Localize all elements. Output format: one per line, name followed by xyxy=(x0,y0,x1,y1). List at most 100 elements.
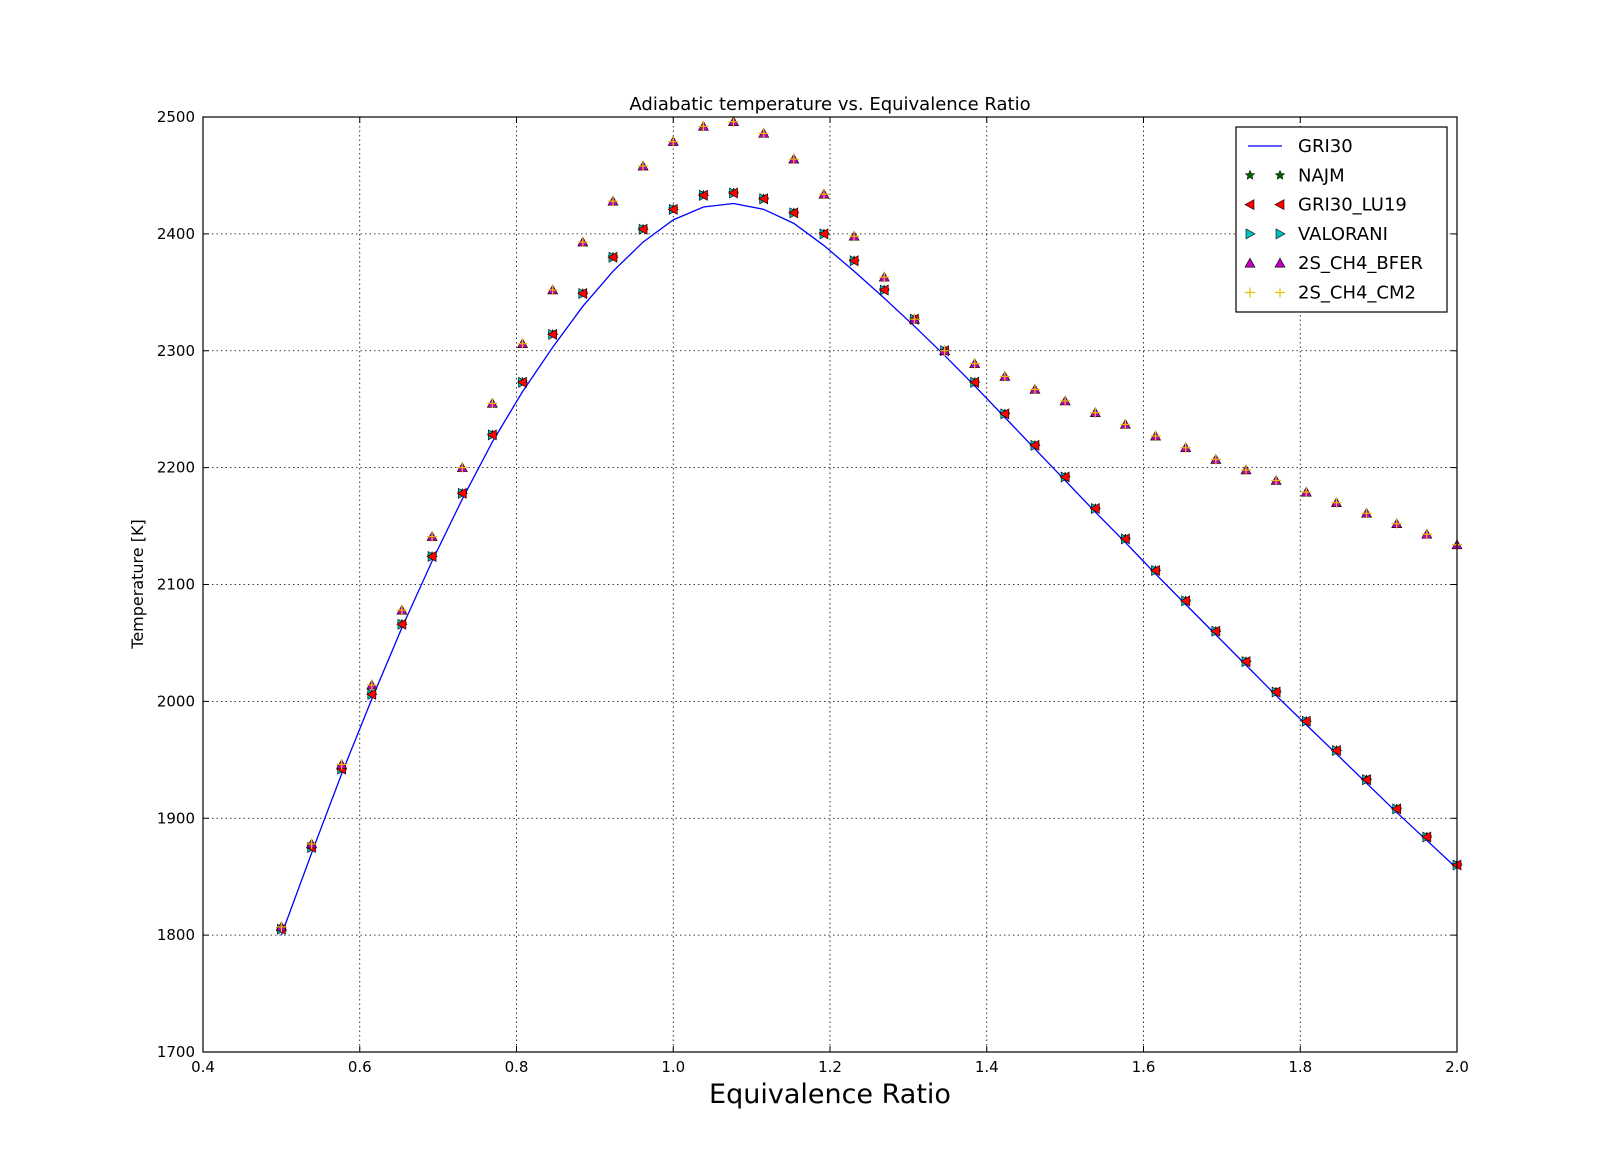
data-point-2s_ch4_cm2 xyxy=(969,358,980,369)
data-point-2s_ch4_cm2 xyxy=(547,284,558,295)
data-point-gri30_lu19 xyxy=(1180,595,1190,607)
y-tick-label: 2400 xyxy=(157,225,195,243)
x-tick-label: 1.2 xyxy=(818,1058,842,1076)
data-point-2s_ch4_cm2 xyxy=(306,838,317,849)
data-point-gri30_lu19 xyxy=(758,193,768,205)
axis-ticks: 0.4 0.6 0.8 1.0 1.2 1.4 1.6 1.8 2.0 1700 1800 1900 2… xyxy=(157,108,1469,1076)
legend-marker-swatch xyxy=(1244,257,1256,268)
data-point-gri30_lu19 xyxy=(1119,533,1130,545)
legend-entry-valorani: VALORANI xyxy=(1245,224,1388,245)
data-point-2s_ch4_cm2 xyxy=(1331,497,1342,508)
y-tick-label: 2200 xyxy=(157,459,195,477)
x-tick-label: 0.8 xyxy=(505,1058,529,1076)
legend-label: NAJM xyxy=(1298,165,1345,186)
data-point-2s_ch4_cm2 xyxy=(1029,384,1040,395)
legend: GRI30 NAJM GRI30_LU19 VALORANI 2S_CH4_BFER 2S… xyxy=(1235,126,1448,313)
data-point-gri30_lu19 xyxy=(878,284,889,296)
x-tick-label: 1.6 xyxy=(1132,1058,1156,1076)
data-point-gri30_lu19 xyxy=(667,203,678,215)
data-point-2s_ch4_cm2 xyxy=(336,759,347,770)
data-point-gri30_lu19 xyxy=(516,376,527,388)
legend-marker-swatch xyxy=(1245,228,1256,240)
data-point-gri30_lu19 xyxy=(969,376,979,388)
legend-box xyxy=(1235,126,1448,313)
data-point-2s_ch4_cm2 xyxy=(1150,431,1161,442)
data-point-2s_ch4_cm2 xyxy=(517,338,528,349)
data-point-gri30_lu19 xyxy=(697,189,708,201)
data-point-gri30_lu19 xyxy=(1330,744,1341,756)
data-point-2s_ch4_cm2 xyxy=(758,128,769,139)
data-point-gri30_lu19 xyxy=(1149,564,1160,576)
data-point-2s_ch4_cm2 xyxy=(396,605,407,616)
legend-marker-swatch xyxy=(1274,257,1286,268)
legend-label: 2S_CH4_CM2 xyxy=(1298,283,1416,304)
data-point-2s_ch4_cm2 xyxy=(728,116,739,127)
data-point-gri30_lu19 xyxy=(1210,625,1221,637)
data-point-2s_ch4_cm2 xyxy=(1361,508,1372,519)
data-point-gri30_lu19 xyxy=(456,487,467,499)
y-tick-label: 2300 xyxy=(157,342,195,360)
data-point-2s_ch4_cm2 xyxy=(427,531,438,542)
data-point-gri30_lu19 xyxy=(366,688,377,700)
y-tick-label: 2100 xyxy=(157,576,195,594)
legend-entry-gri30_lu19: GRI30_LU19 xyxy=(1244,195,1407,216)
chart-title: Adiabatic temperature vs. Equivalence Ra… xyxy=(629,94,1030,115)
x-tick-label: 1.0 xyxy=(661,1058,685,1076)
data-point-2s_ch4_cm2 xyxy=(879,272,890,283)
data-point-gri30_lu19 xyxy=(1029,439,1040,451)
series-2s_ch4_cm2 xyxy=(276,116,1462,932)
x-tick-label: 0.6 xyxy=(348,1058,372,1076)
x-tick-label: 2.0 xyxy=(1445,1058,1469,1076)
x-tick-label: 1.4 xyxy=(975,1058,999,1076)
data-point-gri30_lu19 xyxy=(577,287,588,299)
data-point-2s_ch4_cm2 xyxy=(939,345,950,356)
legend-entry-2s_ch4_cm2: 2S_CH4_CM2 xyxy=(1245,283,1416,304)
data-point-2s_ch4_cm2 xyxy=(366,680,377,691)
data-point-2s_ch4_cm2 xyxy=(849,231,860,242)
data-point-2s_ch4_cm2 xyxy=(577,237,588,248)
data-point-2s_ch4_cm2 xyxy=(487,398,498,409)
data-point-2s_ch4_cm2 xyxy=(1180,442,1191,453)
data-point-gri30_lu19 xyxy=(848,255,859,267)
data-point-2s_ch4_cm2 xyxy=(457,462,468,473)
data-point-2s_ch4_cm2 xyxy=(909,314,920,325)
data-point-gri30_lu19 xyxy=(486,429,497,441)
data-point-gri30_lu19 xyxy=(1089,503,1100,515)
data-point-2s_ch4_cm2 xyxy=(1090,407,1101,418)
data-point-2s_ch4_cm2 xyxy=(607,196,618,207)
data-point-2s_ch4_cm2 xyxy=(638,161,649,172)
data-point-2s_ch4_cm2 xyxy=(1421,529,1432,540)
y-tick-label: 1800 xyxy=(157,926,195,944)
data-point-gri30_lu19 xyxy=(1240,656,1251,668)
data-point-2s_ch4_cm2 xyxy=(788,154,799,165)
legend-label: VALORANI xyxy=(1298,224,1388,245)
legend-entry-najm: NAJM xyxy=(1244,165,1345,186)
series-gri30 xyxy=(280,202,1458,936)
data-point-gri30_lu19 xyxy=(1059,471,1070,483)
plot-area xyxy=(275,116,1463,936)
data-point-gri30_lu19 xyxy=(607,251,618,263)
series-line-gri30 xyxy=(280,202,1458,936)
y-tick-label: 1700 xyxy=(157,1043,195,1061)
data-point-2s_ch4_cm2 xyxy=(1271,475,1282,486)
legend-marker-swatch xyxy=(1275,287,1285,298)
data-point-2s_ch4_cm2 xyxy=(276,921,287,932)
data-point-gri30_lu19 xyxy=(637,223,648,235)
y-axis-label: Temperature [K] xyxy=(128,519,147,649)
legend-label: GRI30_LU19 xyxy=(1298,195,1407,216)
data-point-gri30_lu19 xyxy=(999,408,1010,420)
legend-entry-gri30: GRI30 xyxy=(1248,136,1353,157)
x-axis-label: Equivalence Ratio xyxy=(709,1079,951,1110)
data-point-2s_ch4_cm2 xyxy=(818,189,829,200)
legend-marker-swatch xyxy=(1274,199,1285,211)
legend-label: GRI30 xyxy=(1298,136,1353,157)
data-point-gri30_lu19 xyxy=(396,618,407,630)
data-point-gri30_lu19 xyxy=(426,550,437,562)
x-tick-label: 1.8 xyxy=(1288,1058,1312,1076)
data-point-2s_ch4_cm2 xyxy=(1301,487,1312,498)
legend-marker-swatch xyxy=(1245,287,1255,298)
legend-entry-2s_ch4_bfer: 2S_CH4_BFER xyxy=(1244,253,1423,274)
data-point-gri30_lu19 xyxy=(1421,831,1432,843)
data-point-2s_ch4_cm2 xyxy=(1241,464,1252,475)
